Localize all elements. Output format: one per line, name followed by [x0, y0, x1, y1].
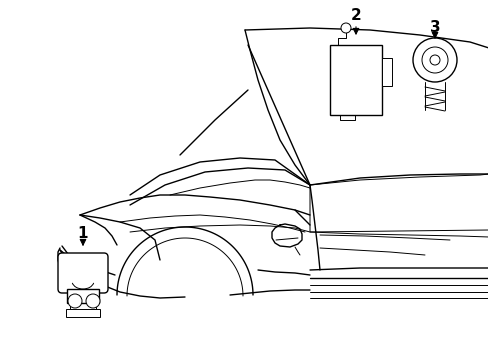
Text: 2: 2: [350, 9, 361, 23]
Bar: [329, 45, 381, 115]
Bar: [66, 309, 100, 317]
Text: 1: 1: [78, 225, 88, 240]
Circle shape: [340, 23, 350, 33]
Bar: [67, 289, 99, 303]
Bar: [381, 58, 391, 86]
Circle shape: [412, 38, 456, 82]
Circle shape: [86, 294, 100, 308]
Circle shape: [68, 294, 82, 308]
Text: 3: 3: [429, 21, 439, 36]
Circle shape: [429, 55, 439, 65]
Circle shape: [421, 47, 447, 73]
FancyBboxPatch shape: [58, 253, 108, 293]
